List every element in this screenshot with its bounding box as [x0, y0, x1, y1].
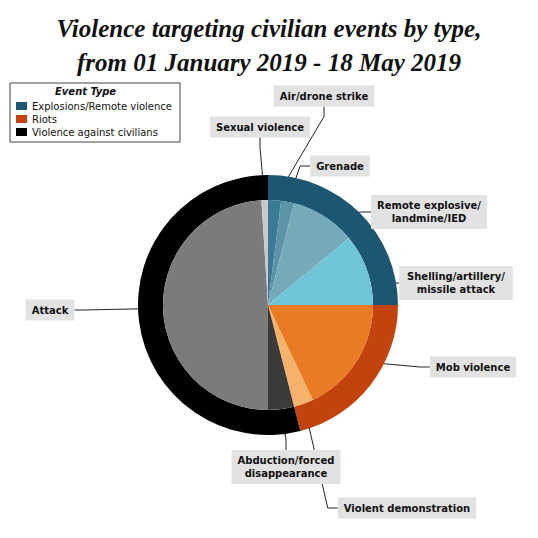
- svg-text:Grenade: Grenade: [316, 161, 364, 172]
- svg-text:Violence against civilians: Violence against civilians: [32, 127, 158, 138]
- svg-text:Mob violence: Mob violence: [436, 362, 511, 373]
- svg-text:Remote explosive/: Remote explosive/: [377, 200, 481, 211]
- svg-text:landmine/IED: landmine/IED: [392, 213, 467, 224]
- svg-text:Attack: Attack: [32, 305, 69, 316]
- svg-text:disappearance: disappearance: [245, 468, 328, 479]
- svg-text:Riots: Riots: [32, 114, 57, 125]
- svg-text:Sexual violence: Sexual violence: [216, 122, 304, 133]
- svg-text:Air/drone strike: Air/drone strike: [280, 91, 369, 102]
- svg-text:Shelling/artillery/: Shelling/artillery/: [407, 271, 505, 282]
- svg-text:Violent demonstration: Violent demonstration: [344, 503, 470, 514]
- svg-text:Explosions/Remote violence: Explosions/Remote violence: [32, 101, 172, 112]
- svg-text:Abduction/forced: Abduction/forced: [238, 455, 335, 466]
- svg-text:missile attack: missile attack: [417, 284, 496, 295]
- svg-text:Violence targeting civilian ev: Violence targeting civilian events by ty…: [57, 15, 482, 42]
- svg-text:from 01 January 2019 - 18 May: from 01 January 2019 - 18 May 2019: [77, 49, 462, 76]
